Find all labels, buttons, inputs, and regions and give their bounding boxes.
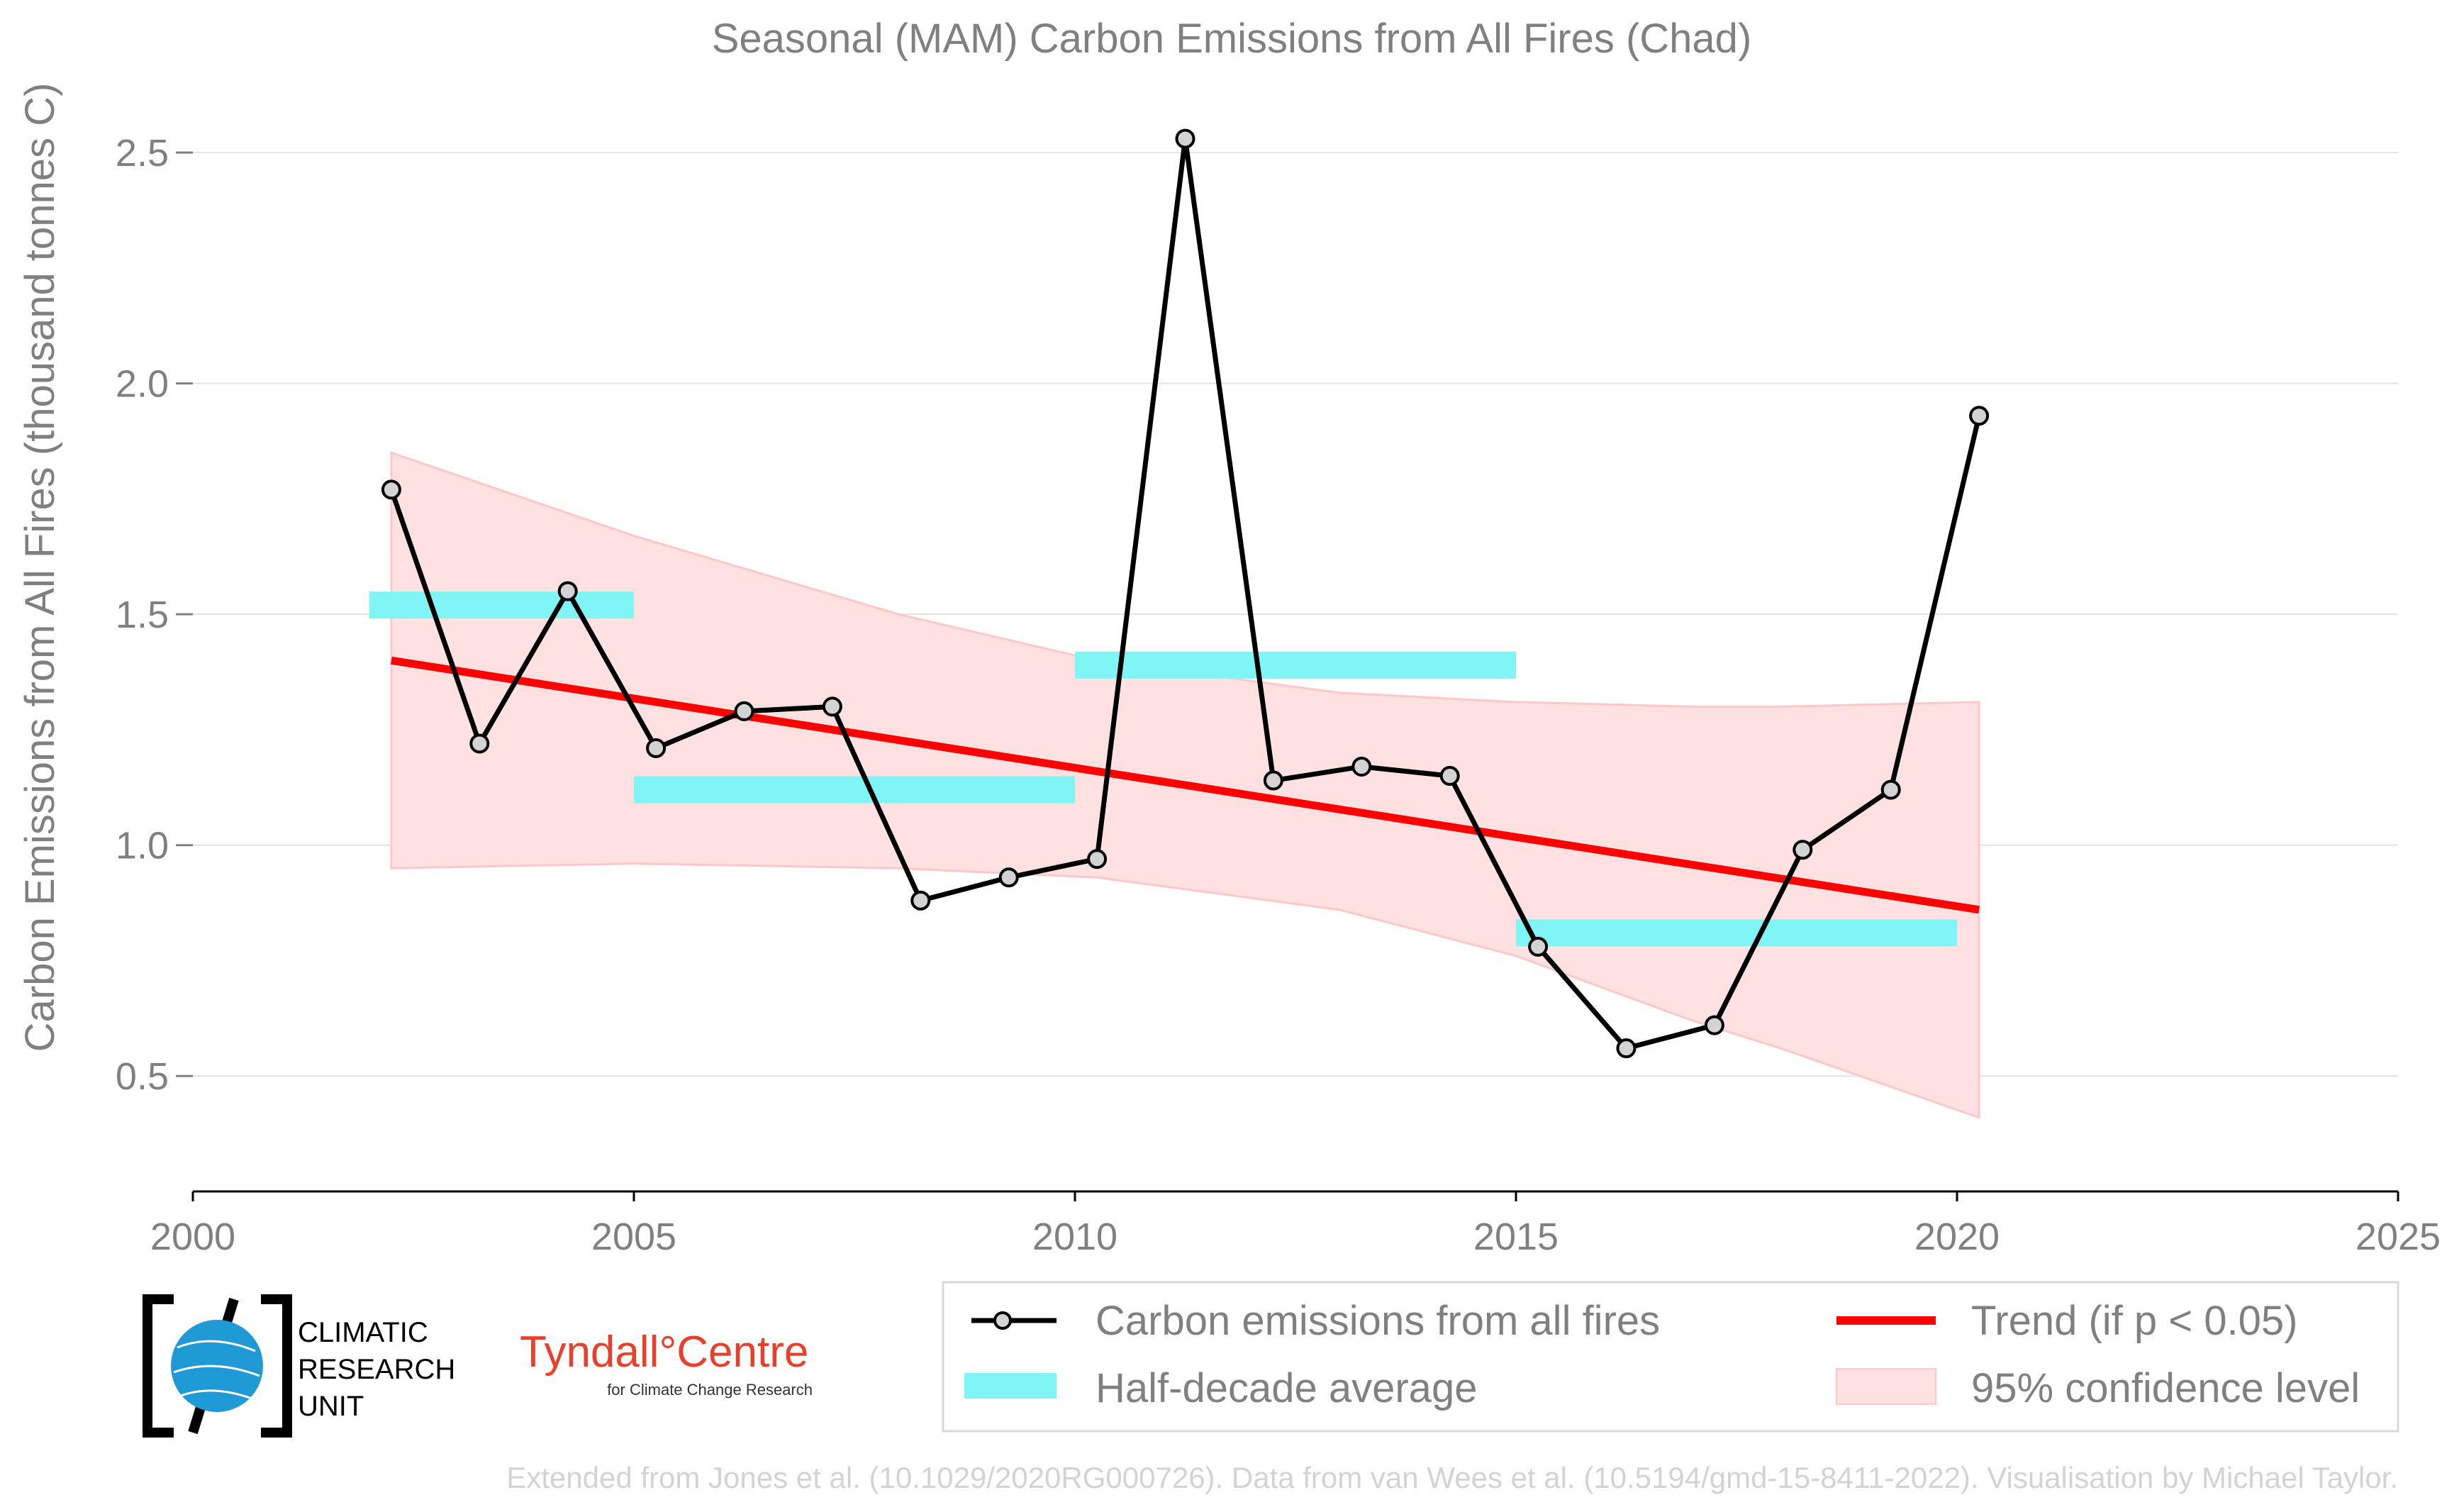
data-point-16 [1793, 840, 1813, 860]
data-point-8 [1087, 849, 1108, 869]
half-decade-bar-2 [1075, 651, 1516, 679]
x-tick-label-3: 2015 [1473, 1216, 1559, 1258]
data-point-0 [381, 479, 401, 500]
x-tick-label-5: 2025 [2356, 1216, 2441, 1258]
data-point-7 [998, 867, 1019, 888]
y-tick-label-3: 2.0 [116, 363, 169, 406]
data-point-15 [1704, 1015, 1724, 1035]
legend-frame [942, 1281, 2399, 1433]
tyndall-subtitle: for Climate Change Research [607, 1381, 813, 1399]
legend-confidence-swatch [1836, 1368, 1936, 1405]
data-point-9 [1175, 128, 1195, 149]
x-tick-label-0: 2000 [150, 1216, 235, 1258]
data-point-13 [1528, 936, 1549, 957]
y-tick-label-0: 0.5 [116, 1055, 169, 1098]
legend-confidence-label: 95% confidence level [1971, 1365, 2360, 1411]
cru-line-1: CLIMATIC [298, 1317, 428, 1348]
data-point-5 [822, 696, 842, 717]
half-decade-bar-1 [634, 776, 1075, 804]
data-point-10 [1263, 770, 1283, 791]
y-axis-ticks: 0.5 1.0 1.5 2.0 2.5 [116, 132, 193, 1098]
data-point-12 [1439, 766, 1460, 786]
data-point-4 [734, 701, 754, 721]
x-tick-label-1: 2005 [591, 1216, 676, 1258]
legend-trend-label: Trend (if p < 0.05) [1971, 1298, 2297, 1344]
y-tick-label-2: 1.5 [116, 594, 169, 636]
cru-logo: CLIMATIC RESEARCH UNIT [143, 1294, 455, 1438]
x-tick-label-4: 2020 [1914, 1216, 2000, 1258]
data-point-3 [646, 738, 667, 758]
x-tick-label-2: 2010 [1032, 1216, 1117, 1258]
x-axis: 2000 2005 2010 2015 2020 2025 [150, 1190, 2441, 1258]
data-point-11 [1351, 757, 1372, 777]
legend-average-swatch [964, 1373, 1057, 1399]
tyndall-name: Tyndall°Centre [520, 1328, 808, 1377]
trend-layer [391, 656, 1980, 914]
cru-line-2: RESEARCH [298, 1354, 455, 1385]
data-point-1 [469, 733, 490, 754]
footer-credit: Extended from Jones et al. (10.1029/2020… [506, 1461, 2398, 1494]
y-tick-label-1: 1.0 [116, 825, 169, 867]
half-decade-bar-0 [369, 591, 634, 619]
y-tick-label-4: 2.5 [116, 132, 169, 174]
legend-series-label: Carbon emissions from all fires [1096, 1298, 1660, 1344]
y-axis-label: Carbon Emissions from All Fires (thousan… [17, 83, 63, 1052]
trend-line [391, 656, 1980, 914]
half-decade-average-layer [369, 591, 1957, 947]
tyndall-logo: Tyndall°Centre for Climate Change Resear… [520, 1328, 813, 1399]
data-point-2 [557, 581, 578, 601]
data-point-6 [910, 890, 931, 911]
data-point-18 [1969, 406, 1990, 426]
legend-average-label: Half-decade average [1096, 1365, 1477, 1411]
chart-title: Seasonal (MAM) Carbon Emissions from All… [712, 16, 1752, 62]
series-layer [381, 128, 1990, 1059]
legend-series-marker [993, 1311, 1012, 1330]
data-point-17 [1880, 779, 1901, 800]
cru-line-3: UNIT [298, 1391, 364, 1422]
legend: Carbon emissions from all fires Half-dec… [942, 1281, 2399, 1433]
half-decade-bar-3 [1516, 919, 1957, 947]
data-point-14 [1616, 1038, 1637, 1059]
